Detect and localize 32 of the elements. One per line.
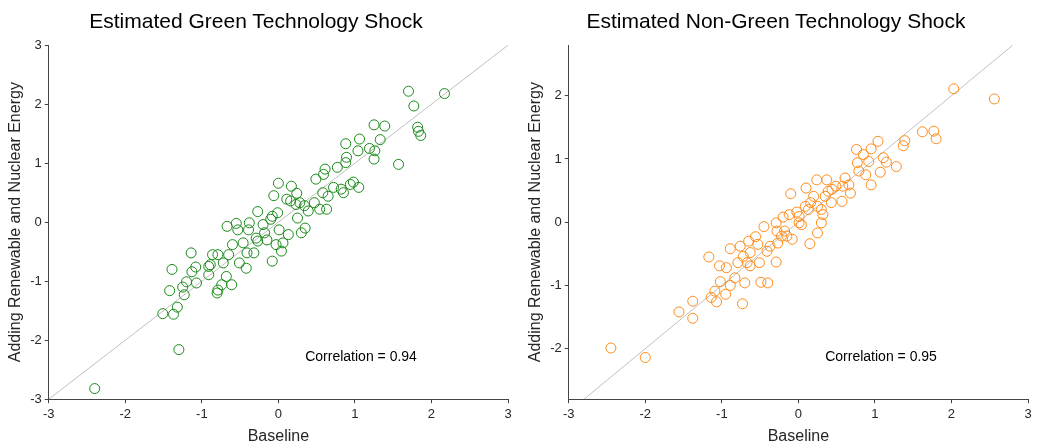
y-tick-label: -3 bbox=[30, 390, 42, 406]
y-tick-label: 1 bbox=[554, 150, 562, 166]
y-axis-title: Adding Renewable and Nuclear Energy bbox=[6, 82, 24, 363]
x-tick-label: 1 bbox=[351, 405, 359, 421]
x-tick-label: 3 bbox=[504, 405, 512, 421]
x-tick-label: 0 bbox=[794, 405, 802, 421]
y-axis-title: Adding Renewable and Nuclear Energy bbox=[526, 82, 544, 363]
x-tick-label: -1 bbox=[196, 405, 208, 421]
y-tick-label: 2 bbox=[34, 95, 42, 111]
annotation: Correlation = 0.95 bbox=[825, 347, 938, 364]
y-tick-label: 3 bbox=[34, 36, 42, 52]
y-tick-label: -2 bbox=[30, 331, 42, 347]
y-tick-label: 2 bbox=[554, 87, 562, 103]
x-tick-label: 0 bbox=[274, 405, 282, 421]
y-tick-label: -2 bbox=[550, 340, 562, 356]
x-tick-label: -1 bbox=[716, 405, 728, 421]
y-tick-label: -1 bbox=[30, 272, 42, 288]
x-tick-label: -2 bbox=[119, 405, 132, 421]
annotation: Correlation = 0.94 bbox=[305, 347, 418, 364]
x-tick-label: 3 bbox=[1024, 405, 1032, 421]
y-tick-label: 0 bbox=[34, 213, 42, 229]
chart-title: Estimated Non-Green Technology Shock bbox=[586, 9, 966, 33]
chart-title: Estimated Green Technology Shock bbox=[89, 9, 424, 33]
x-tick-label: 2 bbox=[427, 405, 436, 421]
x-tick-label: -2 bbox=[639, 405, 652, 421]
y-tick-label: 0 bbox=[554, 213, 562, 229]
y-tick-label: 1 bbox=[34, 154, 42, 170]
x-tick-label: 2 bbox=[947, 405, 956, 421]
y-tick-label: -1 bbox=[550, 276, 562, 292]
x-axis-title: Baseline bbox=[767, 426, 830, 444]
x-axis-title: Baseline bbox=[247, 426, 310, 444]
x-tick-label: 1 bbox=[871, 405, 879, 421]
